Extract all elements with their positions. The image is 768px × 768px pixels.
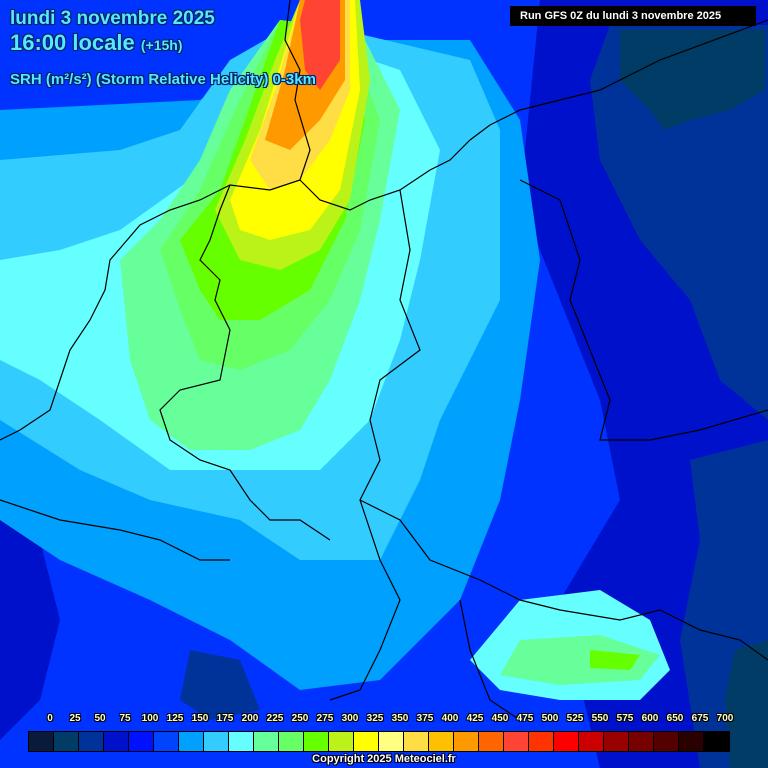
legend-swatch <box>479 732 504 751</box>
legend-swatch <box>579 732 604 751</box>
legend-swatch <box>429 732 454 751</box>
legend-label: 300 <box>341 713 359 724</box>
legend-label: 675 <box>691 713 709 724</box>
field-dark-ne <box>590 25 768 420</box>
border-de-nl-be <box>159 184 331 541</box>
legend-label: 50 <box>94 713 106 724</box>
legend-swatch <box>129 732 154 751</box>
legend-label: 250 <box>291 713 309 724</box>
legend-swatch <box>404 732 429 751</box>
legend-swatch <box>679 732 704 751</box>
legend-label: 650 <box>666 713 684 724</box>
legend-label: 550 <box>591 713 609 724</box>
legend-swatch <box>454 732 479 751</box>
field-dark-sw <box>180 650 260 720</box>
legend-label: 575 <box>616 713 634 724</box>
border-de-fr-ch <box>329 189 421 701</box>
copyright: Copyright 2025 Meteociel.fr <box>312 753 456 765</box>
legend-swatch <box>254 732 279 751</box>
legend-label: 100 <box>141 713 159 724</box>
field-very-low-ne <box>620 30 765 130</box>
legend-swatch <box>229 732 254 751</box>
legend-label: 75 <box>119 713 131 724</box>
forecast-time-label: 16:00 locale <box>10 30 135 55</box>
legend-label: 25 <box>69 713 81 724</box>
border-it <box>459 599 521 721</box>
legend-label: 500 <box>541 713 559 724</box>
legend-label: 700 <box>716 713 734 724</box>
field-red <box>300 0 340 90</box>
legend-swatch <box>304 732 329 751</box>
field-low-west <box>0 500 60 740</box>
legend-label: 425 <box>466 713 484 724</box>
forecast-offset: (+15h) <box>140 37 183 53</box>
legend-swatch <box>54 732 79 751</box>
border-at-ch <box>359 499 768 661</box>
field-green-south <box>500 635 660 685</box>
legend-label: 475 <box>516 713 534 724</box>
legend-swatch <box>154 732 179 751</box>
legend-swatch <box>104 732 129 751</box>
legend-labels: 0 25 50 75 100 125 150 175 200 225 250 275 300 325 350… <box>28 713 748 727</box>
legend-swatch <box>329 732 354 751</box>
legend-swatch <box>504 732 529 751</box>
legend-swatch <box>79 732 104 751</box>
legend-swatch <box>704 732 729 751</box>
legend-label: 400 <box>441 713 459 724</box>
forecast-time: 16:00 locale (+15h) <box>10 30 215 58</box>
legend-label: 150 <box>191 713 209 724</box>
legend-label: 375 <box>416 713 434 724</box>
legend-swatch <box>554 732 579 751</box>
legend-swatch <box>179 732 204 751</box>
legend-label: 225 <box>266 713 284 724</box>
legend-label: 175 <box>216 713 234 724</box>
color-legend: 0 25 50 75 100 125 150 175 200 225 250 275 300 325 350… <box>28 713 748 752</box>
coastline-north-sea <box>0 0 311 441</box>
legend-swatch <box>279 732 304 751</box>
legend-swatch <box>629 732 654 751</box>
legend-bar <box>28 731 730 752</box>
field-very-low-se <box>725 640 768 768</box>
run-info: Run GFS 0Z du lundi 3 novembre 2025 <box>510 6 756 26</box>
legend-label: 525 <box>566 713 584 724</box>
coastline-baltic <box>299 19 768 211</box>
parameter-title: SRH (m²/s²) (Storm Relative Helicity) 0-… <box>10 71 316 88</box>
legend-label: 0 <box>47 713 53 724</box>
legend-swatch <box>604 732 629 751</box>
legend-swatch <box>654 732 679 751</box>
header: lundi 3 novembre 2025 16:00 locale (+15h… <box>10 8 215 58</box>
legend-label: 200 <box>241 713 259 724</box>
legend-swatch <box>529 732 554 751</box>
border-fr <box>0 499 230 561</box>
legend-swatch <box>204 732 229 751</box>
field-lime-south <box>590 650 640 670</box>
legend-label: 125 <box>166 713 184 724</box>
legend-swatch <box>354 732 379 751</box>
borders <box>0 0 768 721</box>
legend-label: 450 <box>491 713 509 724</box>
legend-swatch <box>29 732 54 751</box>
legend-label: 350 <box>391 713 409 724</box>
legend-label: 275 <box>316 713 334 724</box>
border-pl-cz <box>519 179 768 441</box>
legend-label: 325 <box>366 713 384 724</box>
legend-swatch <box>379 732 404 751</box>
forecast-date: lundi 3 novembre 2025 <box>10 8 215 29</box>
legend-label: 600 <box>641 713 659 724</box>
